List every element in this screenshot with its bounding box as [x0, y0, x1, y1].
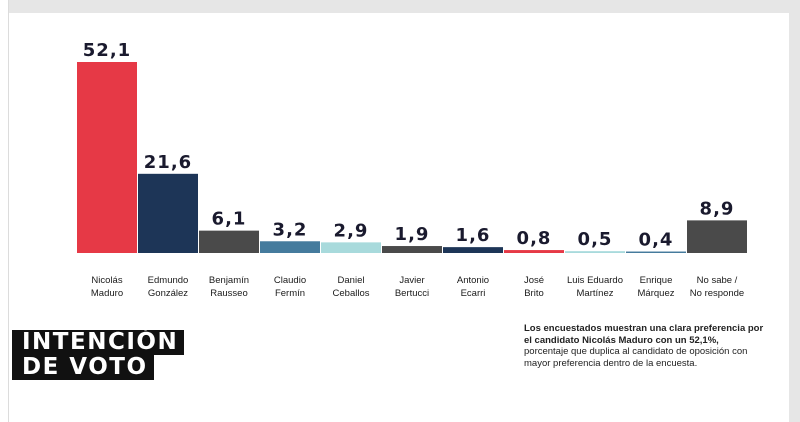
category-label-line: Benjamín — [209, 275, 249, 286]
category-label-line: Márquez — [638, 288, 675, 299]
bar-10 — [687, 220, 747, 253]
value-label-6: 1,6 — [456, 225, 491, 246]
bar-5 — [382, 246, 442, 253]
category-label-line: Claudio — [274, 275, 306, 286]
bar-4 — [321, 242, 381, 253]
category-label-0: Nicolás Maduro — [91, 275, 123, 299]
category-label-7: José Brito — [524, 275, 544, 299]
category-label-line: Javier — [399, 275, 424, 286]
bar-chart: 52,1 21,6 6,1 3,2 2,9 1,9 1,6 0,8 0,5 0,4 8,9 Nico… — [77, 40, 747, 299]
category-labels-group: Nicolás Maduro Edmundo González Benjamín Raus… — [91, 275, 744, 299]
value-label-3: 3,2 — [273, 219, 308, 240]
category-label-6: Antonio Ecarri — [457, 275, 489, 299]
category-label-line: Martínez — [577, 288, 614, 299]
category-label-line: Maduro — [91, 288, 123, 299]
category-label-line: Rausseo — [210, 288, 248, 299]
category-label-line: Daniel — [338, 275, 365, 286]
category-label-line: Antonio — [457, 275, 489, 286]
bars-group — [77, 62, 747, 253]
bar-3 — [260, 241, 320, 253]
category-label-line: Luis Eduardo — [567, 275, 623, 286]
category-label-line: Ecarri — [461, 288, 486, 299]
category-label-line: Enrique — [640, 275, 673, 286]
bar-2 — [199, 230, 259, 253]
category-label-3: Claudio Fermín — [274, 275, 306, 299]
value-label-1: 21,6 — [144, 152, 192, 173]
bar-8 — [565, 251, 625, 253]
value-label-2: 6,1 — [212, 209, 247, 230]
category-label-line: Fermín — [275, 288, 305, 299]
window-top-edge — [0, 0, 800, 13]
category-label-line: Brito — [524, 288, 544, 299]
value-label-7: 0,8 — [517, 228, 552, 249]
value-label-4: 2,9 — [334, 220, 369, 241]
value-label-10: 8,9 — [700, 198, 735, 219]
category-label-10: No sabe / No responde — [690, 275, 744, 299]
bar-6 — [443, 247, 503, 253]
bar-7 — [504, 250, 564, 253]
category-label-4: Daniel Ceballos — [333, 275, 370, 299]
chart-note-highlight: Los encuestados muestran una clara prefe… — [524, 323, 764, 346]
category-label-5: Javier Bertucci — [395, 275, 429, 299]
category-label-line: Ceballos — [333, 288, 370, 299]
category-label-line: Nicolás — [91, 275, 122, 286]
window-right-edge — [789, 0, 800, 422]
category-label-2: Benjamín Rausseo — [209, 275, 249, 299]
value-label-9: 0,4 — [639, 230, 674, 251]
category-label-line: No responde — [690, 288, 744, 299]
bar-9 — [626, 251, 686, 253]
category-label-line: Edmundo — [148, 275, 189, 286]
category-label-9: Enrique Márquez — [638, 275, 675, 299]
value-label-0: 52,1 — [83, 40, 131, 61]
category-label-line: José — [524, 275, 544, 286]
chart-title-line-2: DE VOTO — [12, 355, 154, 380]
category-label-line: González — [148, 288, 188, 299]
chart-note-text: porcentaje que duplica al candidato de o… — [524, 346, 748, 369]
chart-title-line-1: INTENCIÓN — [12, 330, 185, 355]
category-label-line: Bertucci — [395, 288, 429, 299]
value-label-8: 0,5 — [578, 229, 613, 250]
bar-1 — [138, 173, 198, 253]
window-left-edge — [0, 0, 9, 422]
category-label-line: No sabe / — [697, 275, 738, 286]
chart-title: INTENCIÓN DE VOTO — [12, 330, 185, 380]
value-label-5: 1,9 — [395, 224, 430, 245]
bar-0 — [77, 62, 137, 253]
chart-note: Los encuestados muestran una clara prefe… — [524, 323, 764, 369]
value-labels-group: 52,1 21,6 6,1 3,2 2,9 1,9 1,6 0,8 0,5 0,4 8,9 — [83, 40, 735, 251]
category-label-8: Luis Eduardo Martínez — [567, 275, 623, 299]
category-label-1: Edmundo González — [148, 275, 189, 299]
